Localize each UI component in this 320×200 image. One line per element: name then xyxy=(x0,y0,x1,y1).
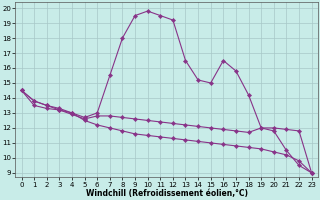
X-axis label: Windchill (Refroidissement éolien,°C): Windchill (Refroidissement éolien,°C) xyxy=(85,189,248,198)
